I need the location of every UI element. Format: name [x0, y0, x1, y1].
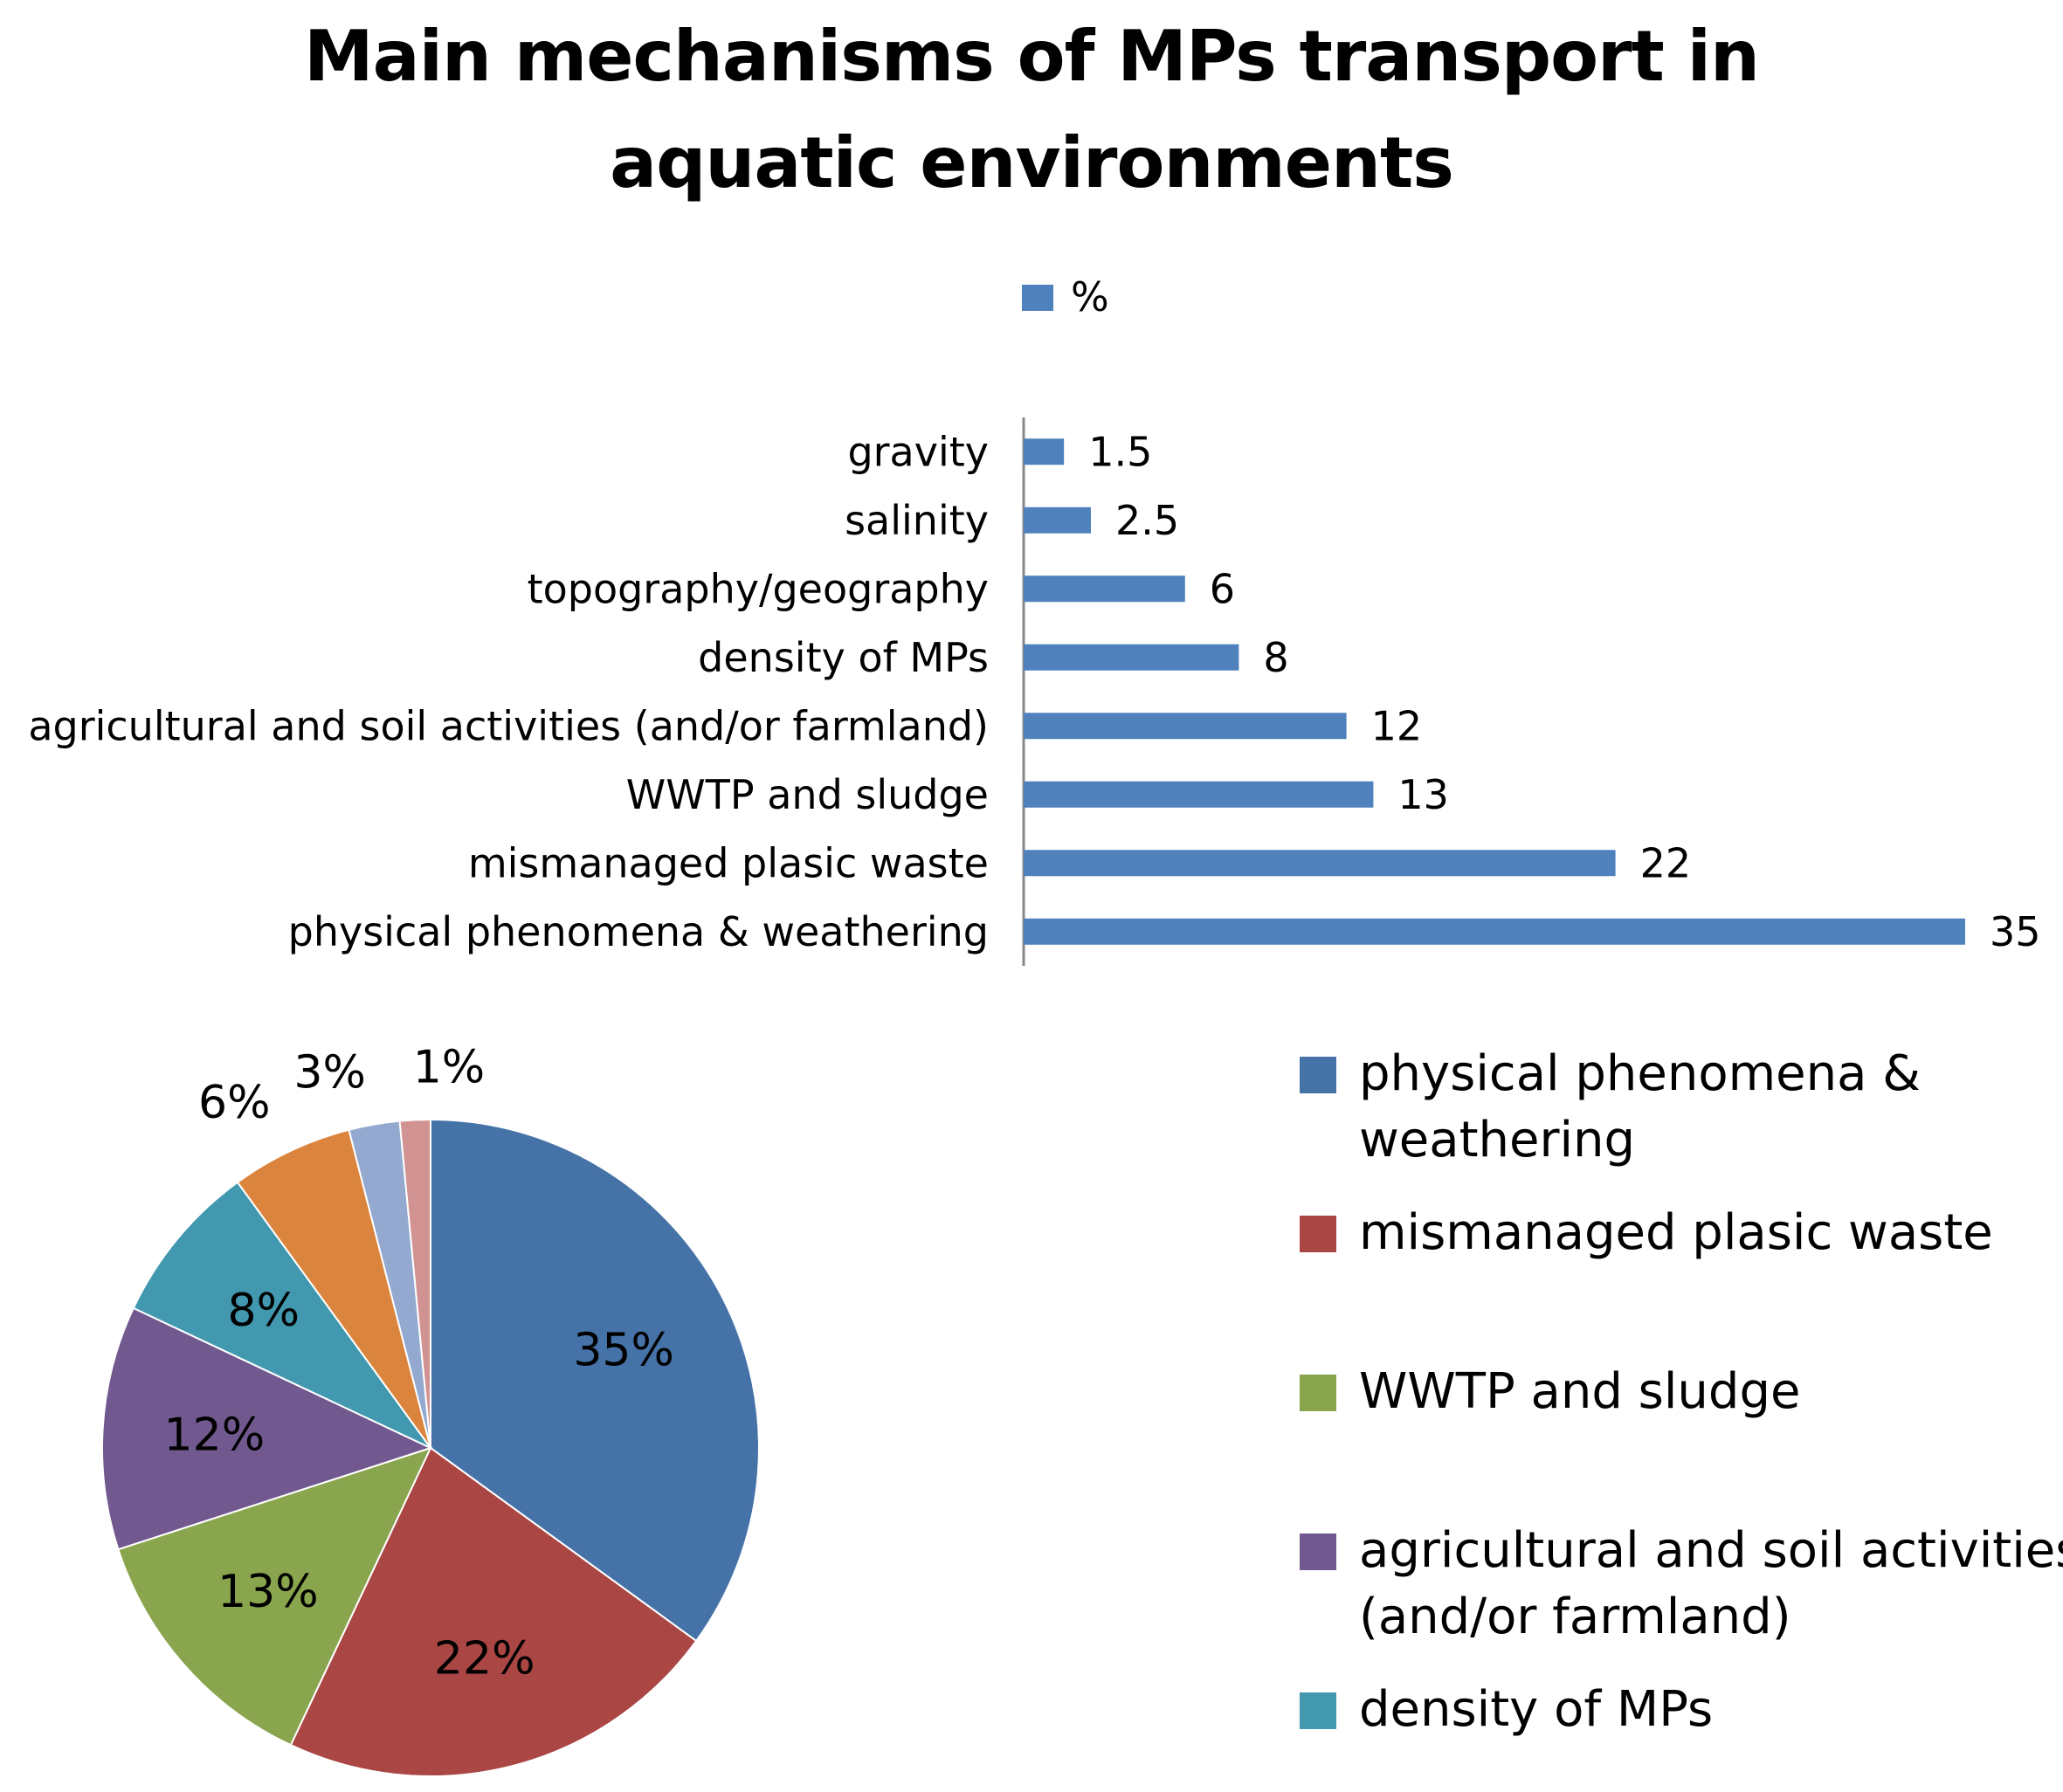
pie-data-label: 35% — [573, 1324, 674, 1376]
legend-label: WWTP and sludge — [1359, 1363, 1800, 1420]
pie-chart: 35% 22% 13% 12% 8% 6% 3% 1% — [101, 1041, 760, 1777]
bar — [1024, 850, 1616, 877]
bar — [1024, 781, 1374, 808]
pie-slice — [117, 1446, 432, 1747]
pie-data-label: 3% — [293, 1046, 366, 1099]
bar-value-label: 13 — [1397, 771, 1449, 818]
legend-label: mismanaged plasic waste — [1359, 1204, 1993, 1261]
pie-data-label: 12% — [164, 1409, 266, 1461]
bar-value-label: 2.5 — [1115, 497, 1179, 544]
bar-value-label: 22 — [1640, 839, 1692, 886]
pie-slice — [132, 1181, 431, 1449]
bar-value-label: 12 — [1371, 702, 1423, 749]
bar — [1024, 438, 1065, 465]
bar-value-label: 8 — [1263, 634, 1288, 681]
bar-value-label: 6 — [1210, 565, 1235, 612]
pie-data-label: 13% — [217, 1566, 319, 1618]
legend-label: (and/or farmland) — [1359, 1589, 1791, 1645]
legend-label: agricultural and soil activities — [1359, 1522, 2063, 1579]
bar — [1024, 918, 1965, 945]
pie-data-label: 22% — [434, 1632, 535, 1685]
bar-category-label: salinity — [845, 497, 989, 544]
pie-data-label: 6% — [198, 1077, 271, 1129]
bar-category-label: mismanaged plasic waste — [468, 839, 989, 886]
chart-title: Main mechanisms of MPs transport in aqua… — [0, 3, 2063, 217]
legend-label: weathering — [1359, 1112, 1635, 1168]
bar — [1024, 576, 1185, 603]
legend-swatch — [1300, 1375, 1336, 1411]
chart-title-line-1: Main mechanisms of MPs transport in — [304, 16, 1760, 97]
bar-category-label: physical phenomena & weathering — [288, 908, 989, 955]
pie-data-label: 1% — [413, 1041, 486, 1093]
pie-data-label: 8% — [228, 1285, 300, 1337]
pie-slice — [430, 1118, 760, 1643]
pie-legend: physical phenomena & weathering mismanaged… — [1300, 1045, 2063, 1738]
bar-value-label: 1.5 — [1088, 428, 1152, 475]
bar-value-label: 35 — [1990, 908, 2041, 955]
legend-label: physical phenomena & — [1359, 1045, 1921, 1102]
bar-category-label: agricultural and soil activities (and/or… — [28, 702, 989, 749]
bar — [1024, 644, 1239, 671]
chart-title-line-2: aquatic environments — [610, 122, 1454, 203]
legend-swatch — [1300, 1534, 1336, 1570]
bar-category-label: WWTP and sludge — [626, 771, 989, 818]
bar-legend-label: % — [1071, 273, 1109, 320]
bar — [1024, 507, 1091, 534]
bar-chart: % gravity 1.5 salinity 2.5 topography/geograp… — [28, 273, 2041, 966]
pie-slice — [101, 1306, 433, 1551]
bar-legend-swatch — [1022, 285, 1053, 311]
legend-swatch — [1300, 1692, 1336, 1729]
legend-swatch — [1300, 1216, 1336, 1252]
legend-swatch — [1300, 1057, 1336, 1093]
pie-slice — [236, 1128, 431, 1449]
pie-slice — [398, 1118, 431, 1449]
bar-category-label: topography/geography — [528, 565, 989, 612]
bar-category-label: gravity — [847, 428, 989, 475]
legend-label: density of MPs — [1359, 1681, 1713, 1738]
bar-category-label: density of MPs — [698, 634, 989, 681]
bar — [1024, 713, 1347, 740]
